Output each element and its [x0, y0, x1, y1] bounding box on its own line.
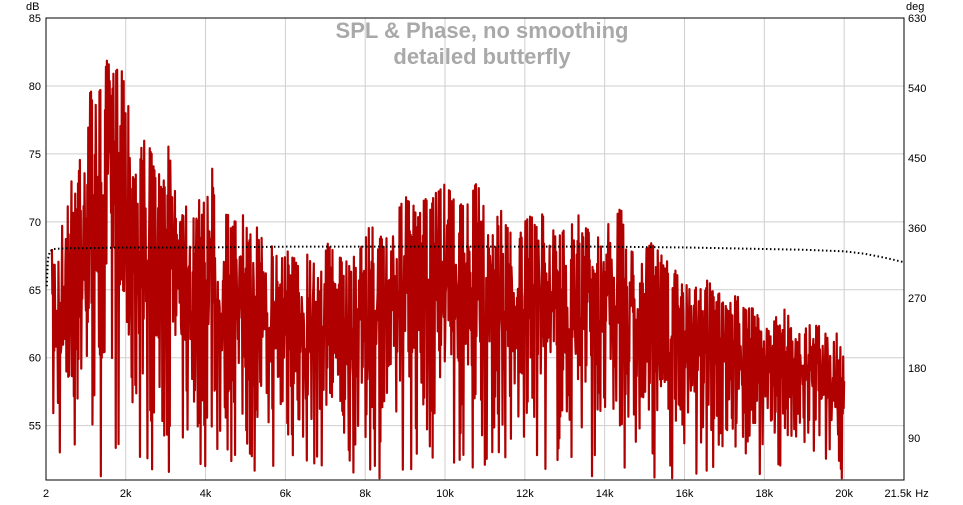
- y2-tick-label: 630: [908, 13, 926, 25]
- spl-series: [50, 59, 846, 480]
- y-tick-label: 55: [29, 421, 41, 433]
- chart-title: SPL & Phase, no smoothing: [336, 18, 629, 43]
- chart-subtitle: detailed butterfly: [393, 44, 571, 69]
- x-tick-label: 20k: [835, 488, 853, 500]
- x-tick-label: 8k: [359, 488, 371, 500]
- y2-tick-label: 360: [908, 223, 926, 235]
- x-tick-label: 2k: [120, 488, 132, 500]
- x-tick-label: 4k: [200, 488, 212, 500]
- y2-tick-label: 90: [908, 433, 920, 445]
- y-tick-label: 60: [29, 353, 41, 365]
- y-tick-label: 85: [29, 13, 41, 25]
- y-tick-labels: 55 60 65 70 75 80 85: [29, 13, 41, 433]
- y-tick-label: 80: [29, 81, 41, 93]
- x-tick-label: 12k: [516, 488, 534, 500]
- y2-axis-unit: deg: [906, 1, 924, 13]
- y2-tick-label: 180: [908, 363, 926, 375]
- x-tick-label: 16k: [676, 488, 694, 500]
- x-tick-label: 6k: [280, 488, 292, 500]
- y2-tick-label: 270: [908, 293, 926, 305]
- y2-tick-labels: 90 180 270 360 450 540 630: [908, 13, 926, 445]
- x-tick-label: 18k: [755, 488, 773, 500]
- x-tick-label: 10k: [436, 488, 454, 500]
- x-tick-label: 21.5k: [885, 488, 912, 500]
- spl-line: [50, 59, 846, 480]
- y-tick-label: 70: [29, 217, 41, 229]
- x-tick-label: 2: [43, 488, 49, 500]
- y-tick-label: 65: [29, 285, 41, 297]
- y2-tick-label: 450: [908, 153, 926, 165]
- x-tick-labels: 2 2k 4k 6k 8k 10k 12k 14k 16k 18k 20k 21.5k Hz: [43, 488, 929, 500]
- plot-border: [45, 17, 905, 481]
- x-axis-unit: Hz: [915, 488, 928, 500]
- y-tick-label: 75: [29, 149, 41, 161]
- x-tick-label: 14k: [596, 488, 614, 500]
- y-axis-unit: dB: [26, 1, 39, 13]
- y2-tick-label: 540: [908, 83, 926, 95]
